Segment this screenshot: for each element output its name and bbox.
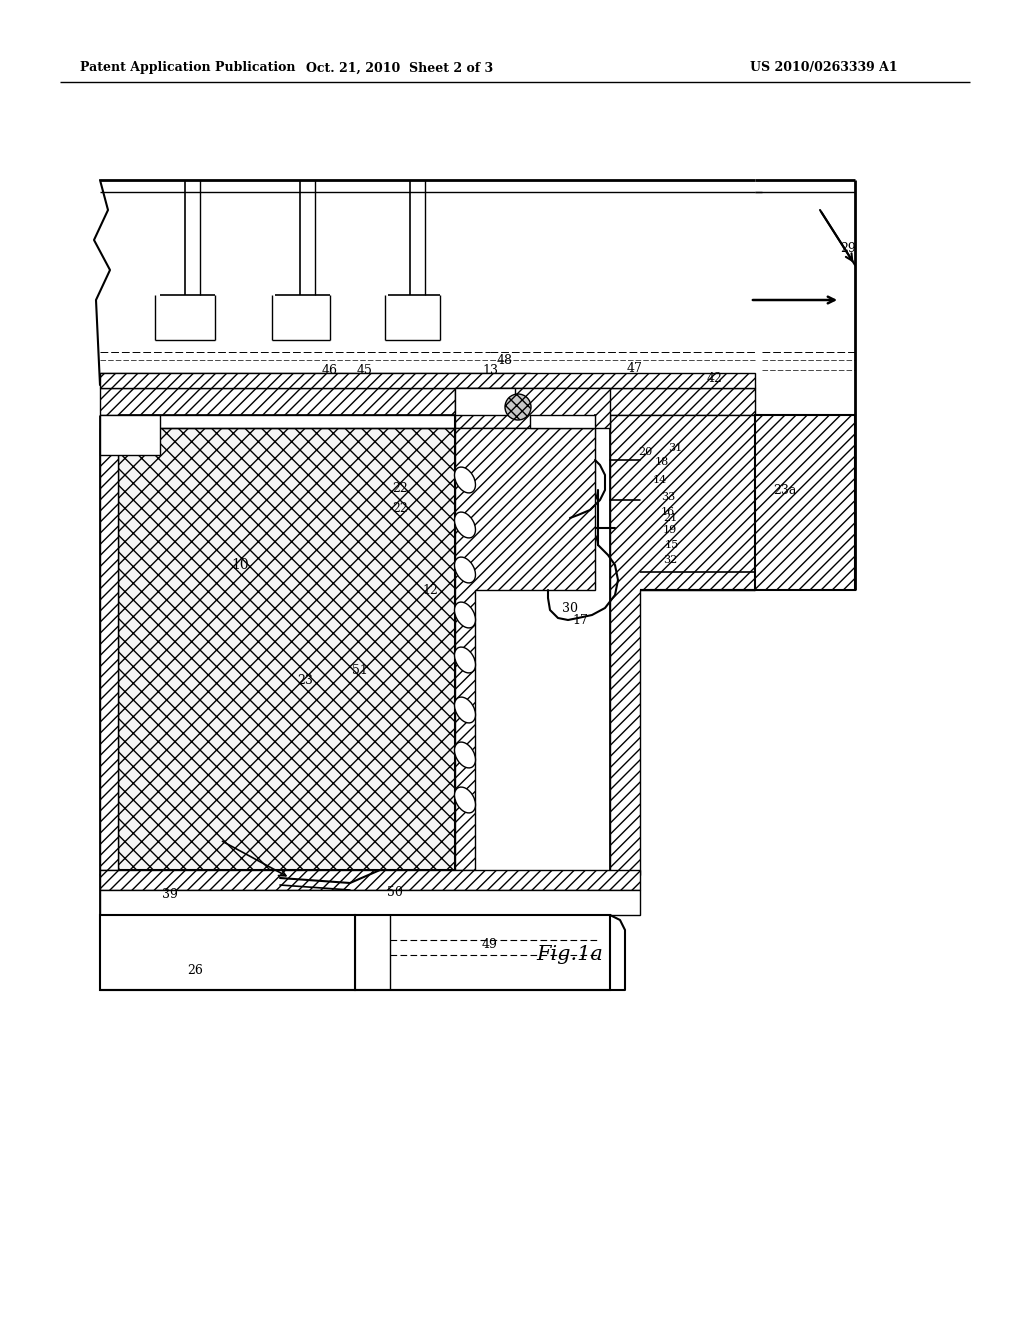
Text: Oct. 21, 2010  Sheet 2 of 3: Oct. 21, 2010 Sheet 2 of 3 — [306, 62, 494, 74]
Bar — [455, 388, 515, 414]
Text: 42: 42 — [707, 371, 723, 384]
Polygon shape — [100, 388, 755, 414]
Text: 23: 23 — [297, 673, 313, 686]
Ellipse shape — [455, 467, 475, 492]
Bar — [100, 915, 355, 990]
Polygon shape — [100, 374, 755, 388]
Text: 32: 32 — [663, 554, 677, 565]
Text: 12: 12 — [422, 583, 438, 597]
Polygon shape — [455, 428, 595, 870]
Bar — [100, 414, 160, 455]
Ellipse shape — [455, 512, 475, 539]
Text: 29: 29 — [840, 242, 856, 255]
Bar — [355, 915, 610, 990]
Ellipse shape — [455, 742, 475, 768]
Polygon shape — [755, 414, 855, 590]
Text: US 2010/0263339 A1: US 2010/0263339 A1 — [750, 62, 898, 74]
Text: 23a: 23a — [773, 483, 797, 496]
Text: 45: 45 — [357, 363, 373, 376]
Text: 21: 21 — [663, 513, 677, 523]
Polygon shape — [118, 428, 455, 870]
Polygon shape — [100, 870, 640, 890]
Ellipse shape — [455, 647, 475, 673]
Text: 49: 49 — [482, 939, 498, 952]
Polygon shape — [610, 414, 755, 875]
Text: 22: 22 — [392, 482, 408, 495]
Polygon shape — [455, 388, 610, 428]
Text: 19: 19 — [663, 525, 677, 535]
Text: 14: 14 — [653, 475, 667, 484]
Text: Patent Application Publication: Patent Application Publication — [80, 62, 296, 74]
Circle shape — [505, 393, 531, 420]
Text: 47: 47 — [627, 362, 643, 375]
Text: Fig.1a: Fig.1a — [537, 945, 603, 965]
Ellipse shape — [455, 602, 475, 628]
Text: 48: 48 — [497, 354, 513, 367]
Text: 33: 33 — [660, 492, 675, 502]
Text: 51: 51 — [352, 664, 368, 676]
Text: 15: 15 — [665, 540, 679, 550]
Polygon shape — [100, 890, 640, 915]
Ellipse shape — [455, 557, 475, 583]
Polygon shape — [100, 428, 118, 870]
Ellipse shape — [455, 697, 475, 723]
Text: 26: 26 — [187, 964, 203, 977]
Text: 50: 50 — [387, 886, 402, 899]
Text: 39: 39 — [162, 888, 178, 902]
Polygon shape — [530, 414, 595, 428]
Text: 10: 10 — [231, 558, 249, 572]
Text: 16: 16 — [660, 507, 675, 517]
Ellipse shape — [455, 787, 475, 813]
Text: 30: 30 — [562, 602, 578, 615]
Text: 31: 31 — [668, 444, 682, 453]
Text: 13: 13 — [482, 363, 498, 376]
Text: 18: 18 — [655, 457, 669, 467]
Text: 20: 20 — [638, 447, 652, 457]
Text: 22: 22 — [392, 502, 408, 515]
Text: 46: 46 — [322, 363, 338, 376]
Text: 17: 17 — [572, 614, 588, 627]
